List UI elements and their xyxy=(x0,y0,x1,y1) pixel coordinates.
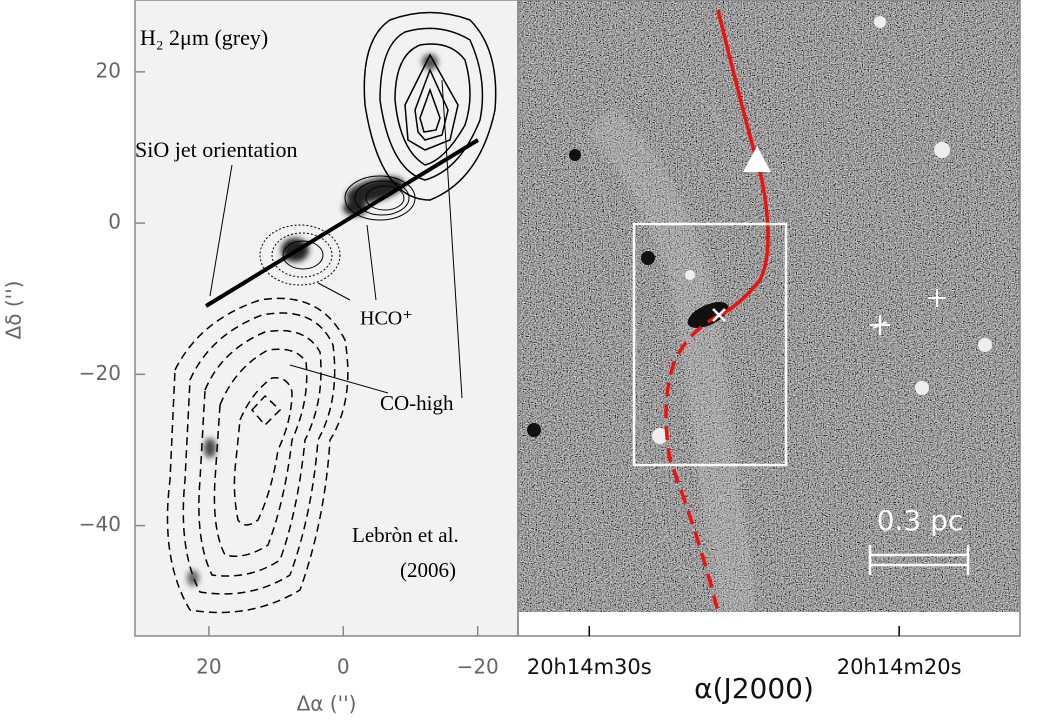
zoom-box xyxy=(632,222,788,467)
y-tick-label: 0 xyxy=(108,210,121,234)
annotation: 0.3 pc xyxy=(877,504,964,537)
triangle-marker xyxy=(743,146,771,172)
annotation: CO-high xyxy=(380,391,454,415)
cross-marker xyxy=(712,308,726,322)
co-high-contours xyxy=(363,11,497,201)
annotation: (2006) xyxy=(400,558,456,582)
x-tick-label: −20 xyxy=(457,655,499,679)
dark-features xyxy=(527,149,729,437)
x-tick-label: 0 xyxy=(337,655,350,679)
x-tick-label: 20 xyxy=(196,655,221,679)
x-axis-label: α(J2000) xyxy=(694,672,814,705)
right-frame xyxy=(517,0,1021,637)
x-tick-label: 20h14m30s xyxy=(527,655,652,679)
red-curve xyxy=(716,9,770,317)
bright-features xyxy=(652,16,992,444)
hco-contours xyxy=(259,175,416,286)
jet-axis xyxy=(204,138,480,308)
annotation: HCO⁺ xyxy=(360,308,413,330)
panel-background xyxy=(135,0,518,636)
co-low-contours xyxy=(166,297,349,614)
annotation: Lebròn et al. xyxy=(352,523,459,547)
y-axis-label: Δδ ('') xyxy=(2,281,26,340)
scale-bar xyxy=(868,545,970,575)
annotation: H₂ 2μm (grey) xyxy=(140,25,268,50)
x-axis-label: Δα ('') xyxy=(297,692,357,716)
y-tick-label: −40 xyxy=(79,512,121,536)
annotation: SiO jet orientation xyxy=(135,137,298,162)
stars xyxy=(870,289,946,335)
x-tick-label: 20h14m20s xyxy=(837,655,962,679)
y-tick-label: −20 xyxy=(79,361,121,385)
arrows xyxy=(209,79,463,399)
y-tick-label: 20 xyxy=(96,58,121,82)
